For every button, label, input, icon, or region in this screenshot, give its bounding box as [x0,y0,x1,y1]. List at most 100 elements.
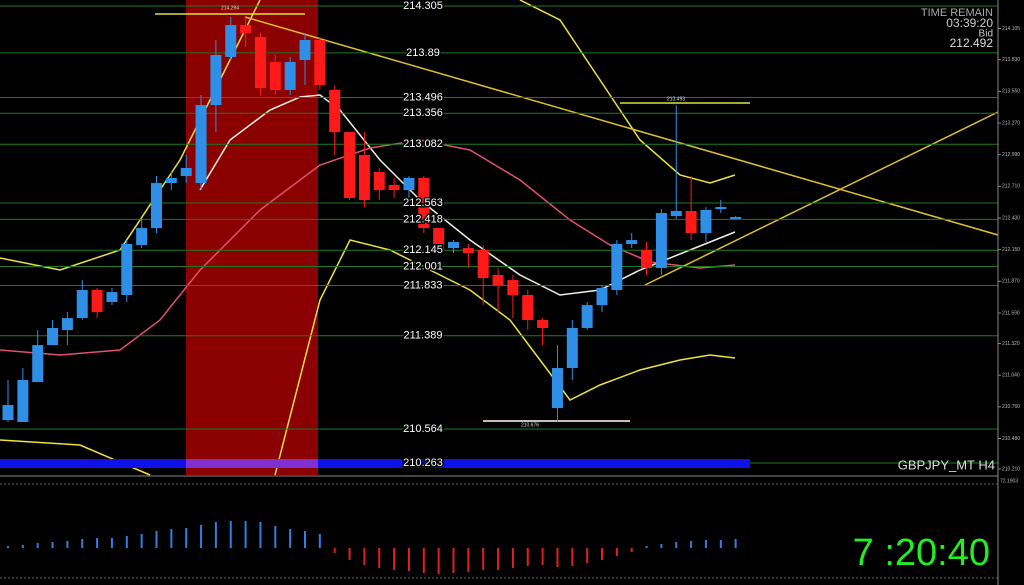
level-label: 210.564 [403,423,443,435]
y-tick-label: 211.870 [1002,279,1020,285]
y-tick-label: 210.760 [1002,404,1020,410]
level-label: 212.145 [403,244,443,256]
level-band [0,459,750,468]
candle-body [32,345,44,383]
candle-body [136,228,148,246]
osc-bar [511,548,514,568]
level-label: 213.082 [403,138,443,150]
osc-bar [21,545,24,548]
y-tick-label: 212.150 [1002,247,1020,253]
y-tick-label: 211.590 [1002,310,1020,316]
y-tick-label: 212.990 [1002,152,1020,158]
candle-body [240,24,252,34]
candle-body [655,213,667,268]
level-labels: 214.305 213.89 213.496 213.356 213.082 212.56… [402,0,445,470]
candle-body [477,249,489,279]
candle-body [344,132,356,198]
band-upper [519,0,736,184]
osc-bar [304,531,306,548]
osc-bar [467,548,470,572]
osc-bar [363,548,366,565]
level-label: 211.389 [404,330,443,342]
band-lower [274,239,736,476]
osc-bar [675,542,678,548]
osc-bar [719,540,722,548]
oscillator [7,521,737,574]
high-label: 213.493 [667,96,685,102]
y-tick-label: 213.550 [1002,89,1020,95]
level-label: 210.263 [403,457,443,469]
candle-body [299,40,311,61]
candle-body [685,210,697,234]
osc-axis-label: 72.1903 [1000,478,1018,484]
low-label: 210.676 [521,422,539,428]
osc-bar [333,548,336,553]
candle-body [106,292,118,303]
candle-body [314,40,326,86]
candle-body [76,290,88,319]
level-label: 212.563 [403,197,443,209]
trendline [244,16,999,236]
osc-bar [601,548,603,560]
clock: 7 :20:40 [853,532,990,574]
candle-body [151,183,162,229]
candle-body [433,228,445,250]
candle-body [730,216,742,220]
osc-bar [378,548,381,568]
level-band-overlap [186,459,318,468]
osc-bar [734,539,737,548]
osc-bar [244,521,247,548]
candles [2,16,742,422]
candle-body [551,368,563,409]
candle-body [448,241,459,249]
y-tick-label: 212.430 [1002,215,1020,221]
band-lower [0,439,151,476]
y-tick-label: 213.270 [1002,120,1020,126]
osc-bar [81,539,84,548]
levels [0,5,998,464]
osc-bar [526,548,529,566]
osc-bar [482,548,485,570]
indicator-lines [0,0,999,476]
osc-bar [36,543,39,548]
time-remaining: 03:39:20 [946,16,993,30]
candle-body [566,328,578,369]
level-label: 214.305 [403,0,443,12]
candle-body [373,171,385,191]
level-label: 213.89 [406,47,440,59]
price-axis: 214.105 213.830 213.550 213.270 212.990 212.7… [998,26,1020,472]
bid-price: 212.492 [950,36,994,50]
osc-bar [200,525,203,548]
osc-bar [452,548,455,573]
candle-body [715,207,727,210]
osc-bar [96,538,99,548]
osc-bar [289,529,292,548]
candle-body [537,319,549,329]
level-label: 213.356 [403,107,443,119]
osc-bar [556,548,559,567]
osc-bar [571,548,574,566]
osc-bar [690,541,693,548]
osc-bar [541,548,544,565]
candle-body [225,24,237,57]
osc-bar [155,531,158,548]
osc-bar [437,548,440,574]
osc-bar [229,521,232,548]
candle-body [418,177,430,229]
osc-bar [645,546,648,548]
osc-bar [704,540,707,548]
candle-body [700,209,712,234]
osc-bar [110,538,113,548]
y-tick-label: 212.710 [1002,184,1020,190]
candle-body [210,54,222,106]
osc-bar [214,522,217,548]
y-tick-label: 213.830 [1002,57,1020,63]
y-tick-label: 211.320 [1002,341,1020,347]
osc-bar [393,548,396,570]
candle-body [329,90,341,133]
osc-bar [170,529,173,548]
osc-bar [422,548,425,573]
symbol: GBPJPY_MT H4 [898,457,995,472]
osc-bar [318,534,321,548]
candle-body [462,248,474,254]
